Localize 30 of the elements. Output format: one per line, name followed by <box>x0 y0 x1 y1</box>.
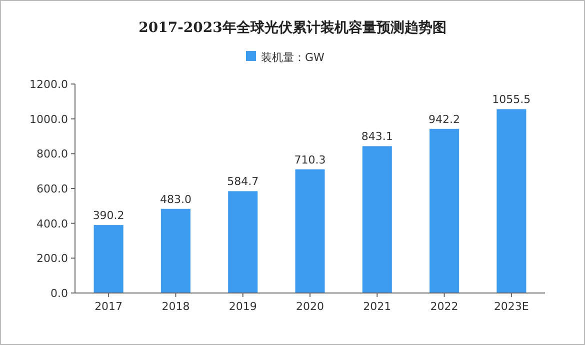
text: 942.2 <box>428 112 460 126</box>
x-tick-label: 2021 <box>363 300 392 313</box>
y-tick-label: 1200.0 <box>30 78 68 91</box>
y-tick-label: 0.0 <box>50 287 68 300</box>
bar <box>94 225 124 293</box>
bar <box>295 169 325 293</box>
x-tick-label: 2019 <box>228 300 257 313</box>
text: 390.2 <box>92 209 124 222</box>
y-tick-label: 400.0 <box>36 217 68 230</box>
x-tick-label: 2020 <box>296 300 324 313</box>
bar <box>228 191 258 293</box>
x-tick-label: 2022 <box>430 300 458 313</box>
y-tick-label: 600.0 <box>36 182 68 196</box>
bar <box>362 146 392 293</box>
y-tick-label: 200.0 <box>36 252 68 266</box>
text: 483.0 <box>160 192 192 206</box>
y-tick-label: 1000.0 <box>30 112 68 126</box>
y-tick-label: 800.0 <box>36 148 68 161</box>
x-tick-label: 2023E <box>494 300 529 313</box>
bar <box>430 128 460 293</box>
text: 584.7 <box>227 175 259 188</box>
text: 710.3 <box>294 153 326 166</box>
x-tick-label: 2018 <box>162 300 190 313</box>
x-tick-label: 2017 <box>94 300 123 313</box>
chart-title: 2017-2023年全球光伏累计装机容量预测趋势图 <box>138 19 446 36</box>
legend-label: 装机量：GW <box>261 51 325 64</box>
bar <box>160 208 190 293</box>
text: 1055.5 <box>492 93 531 106</box>
bar <box>496 109 526 293</box>
text: 843.1 <box>361 130 393 144</box>
